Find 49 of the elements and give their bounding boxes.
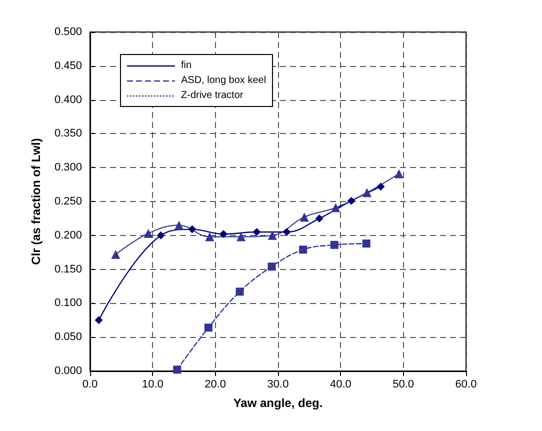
point (362, 188, 372, 198)
x-tick-label: 30.0 (267, 378, 289, 390)
x-axis-title: Yaw angle, deg. (233, 396, 323, 410)
point (219, 230, 228, 238)
point (347, 196, 356, 205)
point (94, 316, 103, 324)
y-tick-label: 0.400 (54, 94, 82, 106)
y-tick-label: 0.150 (54, 263, 82, 276)
point (268, 230, 277, 240)
y-tick-label: 0.300 (54, 162, 82, 174)
x-tick-label: 10.0 (142, 378, 164, 390)
y-tick-label: 0.350 (54, 128, 82, 140)
y-axis-title: Clr (as fraction of Lwl) (29, 138, 43, 265)
y-tick-label: 0.050 (54, 331, 82, 344)
y-tick-label: 0.450 (54, 60, 82, 72)
point (173, 366, 182, 374)
y-tick-label: 0.200 (54, 229, 82, 242)
point (236, 232, 246, 242)
point (111, 250, 120, 259)
y-tick-label: 0.100 (54, 297, 82, 310)
y-tick-label: 0.000 (54, 365, 82, 377)
point (362, 240, 370, 248)
point (252, 228, 261, 236)
point (236, 288, 244, 296)
point (282, 228, 291, 236)
y-tick-label: 0.250 (54, 196, 82, 208)
point (299, 246, 308, 254)
legend-label: ASD, long box keel (181, 75, 266, 86)
point (204, 324, 212, 332)
x-tick-label: 20.0 (204, 378, 226, 390)
point (144, 228, 153, 238)
point (156, 231, 165, 240)
point (268, 262, 276, 271)
x-tick-label: 60.0 (455, 378, 477, 390)
point (300, 212, 309, 222)
point (205, 232, 214, 242)
point (330, 240, 338, 249)
legend-label: Z-drive tractor (181, 90, 244, 101)
x-tick-label: 50.0 (392, 378, 414, 390)
point (394, 169, 404, 178)
x-tick-label: 40.0 (330, 378, 352, 390)
point (315, 214, 324, 222)
point (376, 182, 385, 191)
point (174, 220, 184, 230)
y-tick-label: 0.500 (54, 26, 82, 38)
x-tick-label: 0.0 (82, 378, 98, 390)
point (188, 225, 196, 234)
point (331, 203, 340, 212)
legend-label: fin (181, 60, 192, 71)
